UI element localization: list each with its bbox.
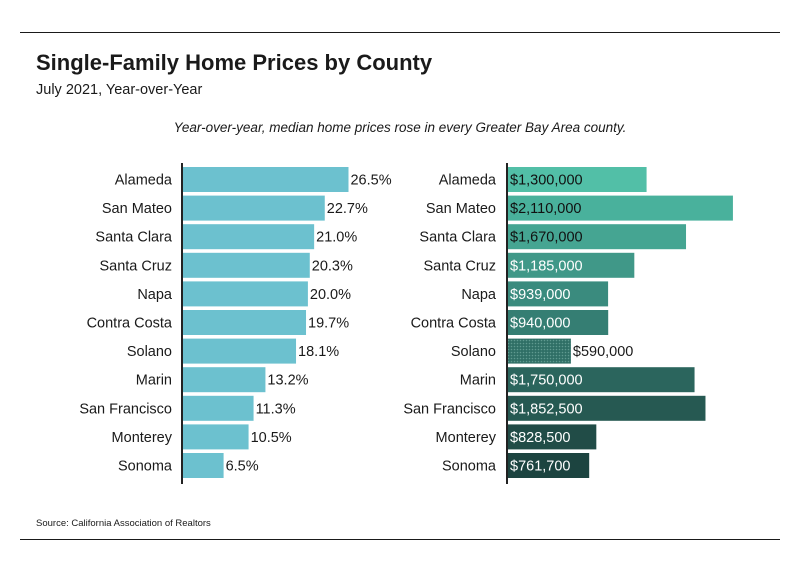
pct-category-label-marin: Marin xyxy=(136,373,172,389)
pct-value-label-marin: 13.2% xyxy=(267,373,308,389)
pct-value-label-san-francisco: 11.3% xyxy=(256,401,296,417)
price-category-label-san-francisco: San Francisco xyxy=(403,401,496,417)
pct-value-label-napa: 20.0% xyxy=(310,287,351,303)
price-bar-santa-cruz xyxy=(508,252,635,278)
price-value-label-marin: $1,750,000 xyxy=(510,373,583,389)
price-bar-san-mateo xyxy=(508,195,733,221)
price-value-label-sonoma: $761,700 xyxy=(510,459,570,475)
price-value-label-santa-clara: $1,670,000 xyxy=(510,230,583,246)
pct-category-label-santa-clara: Santa Clara xyxy=(95,230,173,246)
pct-value-label-sonoma: 6.5% xyxy=(226,459,259,475)
pct-category-label-contra-costa: Contra Costa xyxy=(87,316,173,332)
price-category-label-marin: Marin xyxy=(460,373,496,389)
price-category-label-contra-costa: Contra Costa xyxy=(411,316,497,332)
pct-value-label-monterey: 10.5% xyxy=(251,430,292,446)
price-category-label-sonoma: Sonoma xyxy=(442,459,497,475)
price-value-label-napa: $939,000 xyxy=(510,287,570,303)
pct-category-label-napa: Napa xyxy=(137,287,173,303)
price-value-label-san-francisco: $1,852,500 xyxy=(510,401,583,417)
price-bar-alameda xyxy=(508,167,647,192)
pct-value-label-santa-clara: 21.0% xyxy=(316,230,357,246)
price-value-label-monterey: $828,500 xyxy=(510,430,570,446)
price-category-label-santa-clara: Santa Clara xyxy=(419,230,497,246)
price-category-label-solano: Solano xyxy=(451,344,496,360)
pct-bar-marin xyxy=(183,367,266,393)
pct-category-label-santa-cruz: Santa Cruz xyxy=(99,258,172,274)
price-bar-monterey xyxy=(508,424,597,450)
pct-bar-santa-cruz xyxy=(183,252,310,278)
pct-bar-sonoma xyxy=(183,453,224,478)
pct-bar-napa xyxy=(183,281,308,307)
price-category-label-santa-cruz: Santa Cruz xyxy=(423,258,496,274)
price-value-label-alameda: $1,300,000 xyxy=(510,173,583,189)
price-value-label-solano: $590,000 xyxy=(573,344,633,360)
price-bar-solano xyxy=(508,338,571,364)
price-category-label-alameda: Alameda xyxy=(439,173,497,189)
pct-bar-monterey xyxy=(183,424,249,450)
price-value-label-santa-cruz: $1,185,000 xyxy=(510,258,583,274)
chart-caption: Year-over-year, median home prices rose … xyxy=(173,120,627,135)
pct-category-label-monterey: Monterey xyxy=(112,430,173,446)
price-bar-sonoma xyxy=(508,453,590,478)
top-rule xyxy=(20,32,780,33)
pct-bar-contra-costa xyxy=(183,310,307,335)
price-category-label-monterey: Monterey xyxy=(436,430,497,446)
chart-title: Single-Family Home Prices by County xyxy=(36,50,433,75)
pct-value-label-alameda: 26.5% xyxy=(350,173,391,189)
pct-category-label-sonoma: Sonoma xyxy=(118,459,173,475)
price-category-label-napa: Napa xyxy=(461,287,497,303)
bottom-rule xyxy=(20,539,780,540)
chart-subtitle: July 2021, Year-over-Year xyxy=(36,82,203,98)
pct-bar-santa-clara xyxy=(183,224,315,250)
price-category-label-san-mateo: San Mateo xyxy=(426,201,496,217)
price-value-label-san-mateo: $2,110,000 xyxy=(510,201,582,217)
price-value-label-contra-costa: $940,000 xyxy=(510,316,570,332)
pct-category-label-alameda: Alameda xyxy=(115,173,173,189)
price-bar-contra-costa xyxy=(508,310,609,335)
pct-value-label-san-mateo: 22.7% xyxy=(327,201,368,217)
price-bar-santa-clara xyxy=(508,224,687,250)
price-bar-napa xyxy=(508,281,609,307)
price-bar-marin xyxy=(508,367,695,393)
pct-value-label-contra-costa: 19.7% xyxy=(308,316,349,332)
pct-value-label-solano: 18.1% xyxy=(298,344,339,360)
pct-category-label-san-mateo: San Mateo xyxy=(102,201,172,217)
pct-value-label-santa-cruz: 20.3% xyxy=(312,258,353,274)
pct-category-label-solano: Solano xyxy=(127,344,172,360)
price-bar-san-francisco xyxy=(508,395,706,421)
source-note: Source: California Association of Realto… xyxy=(36,518,211,529)
pct-category-label-san-francisco: San Francisco xyxy=(79,401,172,417)
pct-bar-san-mateo xyxy=(183,195,325,221)
pct-bar-alameda xyxy=(183,167,349,192)
pct-bar-solano xyxy=(183,338,297,364)
pct-bar-san-francisco xyxy=(183,395,254,421)
